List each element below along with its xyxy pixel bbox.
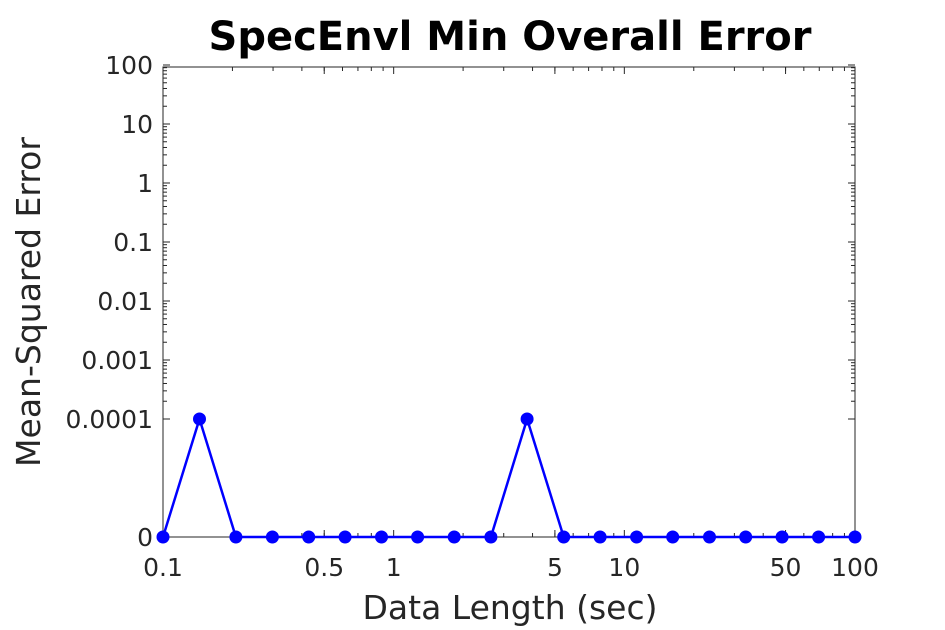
chart-title: SpecEnvl Min Overall Error xyxy=(209,14,812,60)
plot-frame xyxy=(162,66,856,538)
series-layer xyxy=(156,412,862,544)
y-tick-label: 0 xyxy=(137,523,153,552)
x-axis-label: Data Length (sec) xyxy=(363,588,658,627)
data-point xyxy=(557,530,571,544)
y-tick-label: 100 xyxy=(105,51,153,80)
data-point xyxy=(593,530,607,544)
data-point xyxy=(630,530,644,544)
x-tick-label: 10 xyxy=(608,553,640,582)
y-tick-label: 0.01 xyxy=(97,287,153,316)
data-point xyxy=(520,412,534,426)
data-point xyxy=(411,530,425,544)
data-point xyxy=(375,530,388,544)
y-tick-label: 0.1 xyxy=(113,228,153,257)
data-point xyxy=(447,530,461,544)
x-tick-label: 1 xyxy=(386,553,402,582)
y-tick-label: 1 xyxy=(137,169,153,198)
data-point xyxy=(739,530,753,544)
y-tick-label: 10 xyxy=(121,110,153,139)
data-point xyxy=(156,530,170,544)
series-line xyxy=(161,417,855,539)
y-axis: 0 0.0001 0.001 0.01 0.1 1 10 100 xyxy=(66,51,855,552)
data-point xyxy=(848,530,862,544)
data-point xyxy=(775,530,789,544)
data-point xyxy=(484,530,498,544)
data-point xyxy=(812,530,826,544)
data-point xyxy=(703,530,716,544)
x-tick-label: 5 xyxy=(547,553,563,582)
data-point xyxy=(265,530,279,544)
y-tick-label: 0.0001 xyxy=(66,405,153,434)
data-point xyxy=(302,530,316,544)
x-tick-label: 0.1 xyxy=(143,553,183,582)
data-point xyxy=(338,530,352,544)
y-axis-label: Mean-Squared Error xyxy=(9,137,48,467)
x-axis: 0.1 0.5 1 5 10 50 100 xyxy=(143,67,879,582)
x-tick-label: 100 xyxy=(831,553,879,582)
y-tick-label: 0.001 xyxy=(81,346,153,375)
data-point xyxy=(666,530,680,544)
data-point xyxy=(229,530,243,544)
x-tick-label: 0.5 xyxy=(304,553,344,582)
x-tick-label: 50 xyxy=(770,553,802,582)
data-point xyxy=(193,412,206,426)
